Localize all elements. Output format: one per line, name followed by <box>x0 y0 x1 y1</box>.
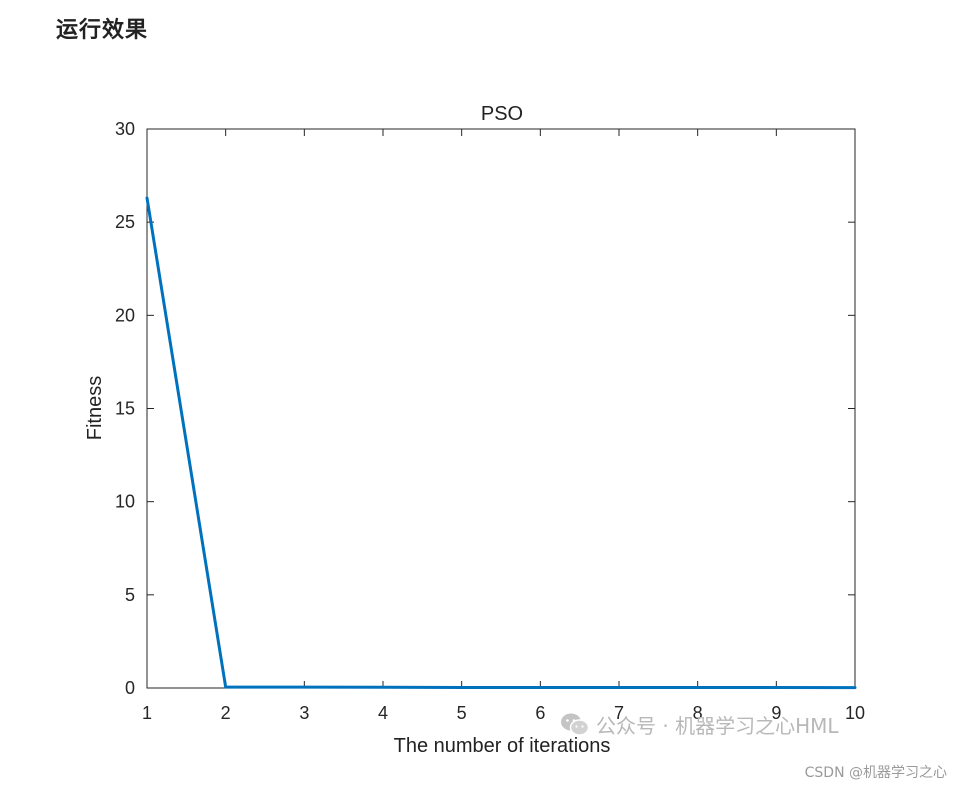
page-heading: 运行效果 <box>56 18 149 43</box>
plot-frame <box>146 128 856 689</box>
x-tick-label: 2 <box>221 703 231 723</box>
y-tick-label: 15 <box>115 399 135 419</box>
series-line-0 <box>145 196 857 690</box>
x-tick-label: 7 <box>614 703 624 723</box>
x-tick-label: 5 <box>457 703 467 723</box>
y-tick-label: 5 <box>125 585 135 605</box>
x-tick-label: 6 <box>535 703 545 723</box>
x-tick-label: 10 <box>845 703 865 723</box>
y-tick-label: 25 <box>115 212 135 232</box>
x-axis-label: The number of iterations <box>394 735 611 757</box>
x-tick-label: 1 <box>142 703 152 723</box>
y-tick-label: 0 <box>125 678 135 698</box>
watermark: 公众号 · 机器学习之心HML <box>560 710 839 739</box>
wechat-icon <box>560 712 590 738</box>
y-tick-label: 10 <box>115 492 135 512</box>
x-tick-label: 8 <box>693 703 703 723</box>
csdn-watermark: CSDN @机器学习之心 <box>804 765 947 781</box>
ticks: 1 2 3 4 5 6 7 8 9 10 0 5 10 15 20 25 30 <box>115 119 865 723</box>
y-axis-label: Fitness <box>84 376 106 440</box>
watermark-text: 公众号 · 机器学习之心HML <box>596 714 839 738</box>
series <box>145 196 857 690</box>
axes <box>146 128 856 689</box>
y-tick-label: 30 <box>115 119 135 139</box>
chart-title: PSO <box>481 103 523 125</box>
x-tick-label: 9 <box>771 703 781 723</box>
x-tick-label: 3 <box>299 703 309 723</box>
x-tick-label: 4 <box>378 703 388 723</box>
y-tick-label: 20 <box>115 305 135 325</box>
